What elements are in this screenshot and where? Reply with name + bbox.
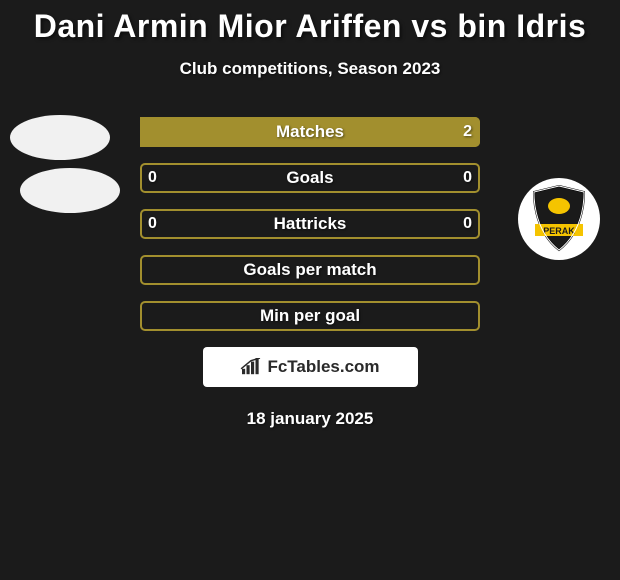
stat-row: Hattricks00 [0,209,620,239]
stat-value-right: 2 [463,117,472,147]
comparison-infographic: Dani Armin Mior Ariffen vs bin Idris Clu… [0,0,620,580]
brand-box: FcTables.com [203,347,418,387]
brand-text: FcTables.com [267,357,379,377]
stat-row: Matches2 [0,117,620,147]
page-title: Dani Armin Mior Ariffen vs bin Idris [0,0,620,45]
stat-bar-bg [140,209,480,239]
stat-bar-bg [140,255,480,285]
stat-value-left: 0 [148,209,157,239]
stat-value-right: 0 [463,209,472,239]
stat-row: Goals per match [0,255,620,285]
stat-row: Goals00 [0,163,620,193]
stat-value-left: 0 [148,163,157,193]
stat-bar-bg [140,301,480,331]
stat-row: Min per goal [0,301,620,331]
date: 18 january 2025 [0,409,620,429]
chart-icon [240,358,262,376]
stat-value-right: 0 [463,163,472,193]
subtitle: Club competitions, Season 2023 [0,59,620,79]
stat-bar-bg [140,163,480,193]
stat-bar-right-fill [140,117,480,147]
